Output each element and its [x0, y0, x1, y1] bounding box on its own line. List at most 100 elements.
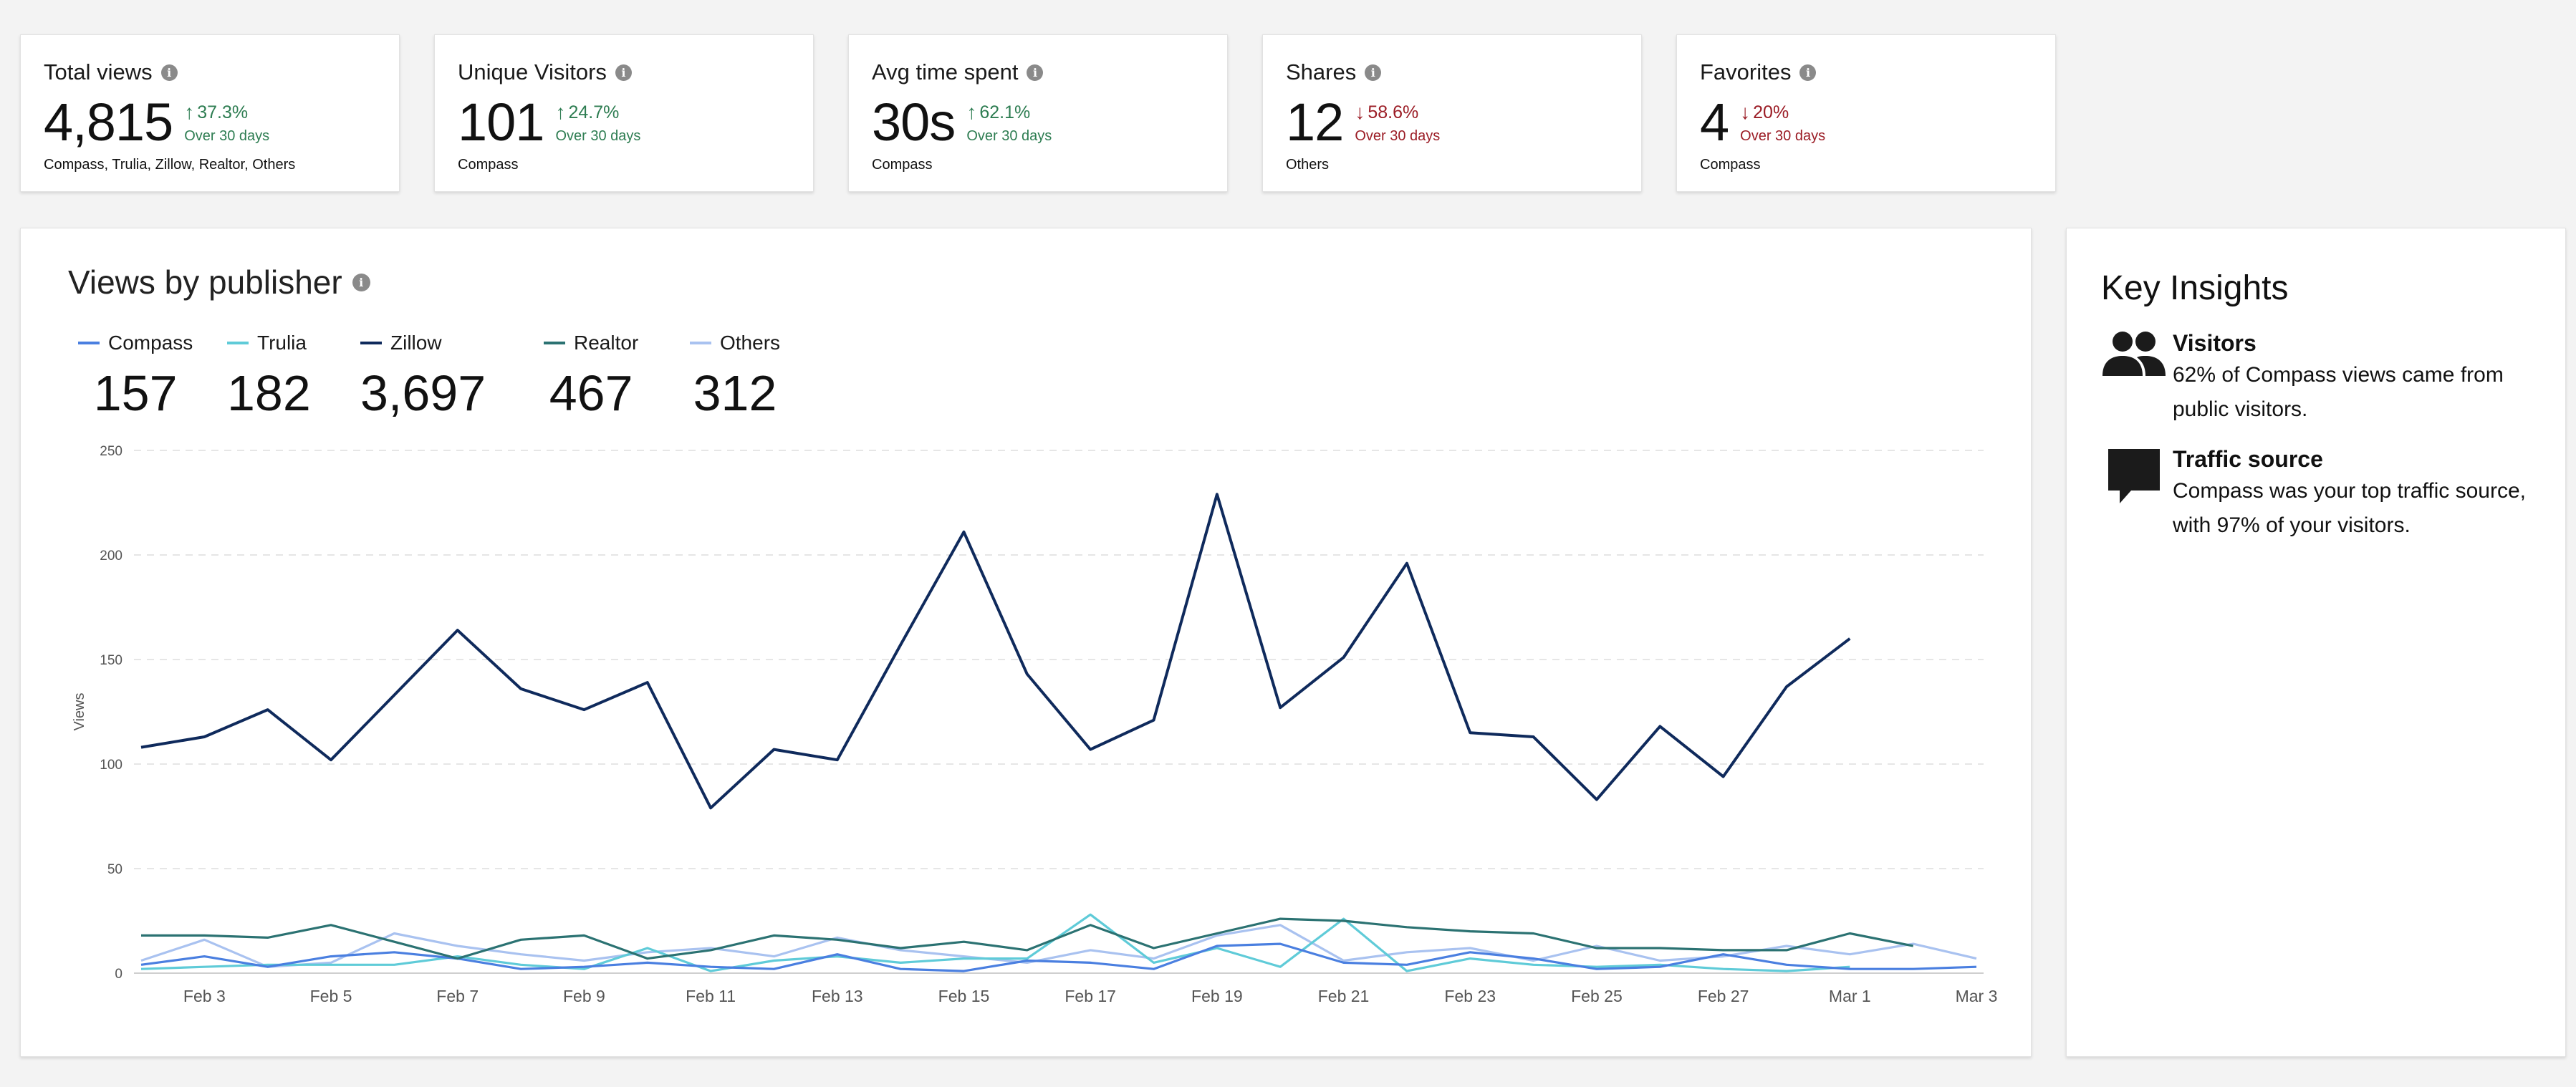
legend-total: 182: [227, 365, 311, 421]
stat-title: Unique Visitors: [458, 59, 607, 84]
speech-bubble-icon: [2108, 449, 2160, 503]
legend-head: Compass: [78, 332, 193, 354]
stat-delta: ↑ 62.1%: [966, 101, 1052, 124]
legend-swatch: [360, 342, 382, 344]
arrow-up-icon: ↑: [966, 101, 977, 123]
stat-period: Over 30 days: [1740, 128, 1826, 144]
info-icon[interactable]: i: [1799, 64, 1817, 81]
stat-value: 4,815: [44, 92, 173, 152]
legend-swatch: [227, 342, 249, 344]
stat-title: Favorites: [1700, 59, 1792, 84]
x-tick-label: Feb 23: [1444, 987, 1496, 1005]
insight-heading: Visitors: [2173, 330, 2257, 356]
stat-card-favorites: Favorites i 4 ↓ 20% Over 30 days Compass: [1676, 34, 2056, 192]
stat-title: Total views: [44, 59, 153, 84]
legend-item-trulia[interactable]: Trulia 182: [227, 332, 311, 422]
insight-traffic-source: Traffic source Compass was your top traf…: [2101, 446, 2545, 543]
info-icon[interactable]: i: [615, 64, 632, 81]
legend-item-realtor[interactable]: Realtor 467: [544, 332, 638, 422]
y-tick-label: 200: [100, 549, 122, 564]
chart-title-row: Views by publisher i: [68, 263, 370, 301]
legend-item-zillow[interactable]: Zillow 3,697: [360, 332, 486, 422]
stat-title-row: Avg time spent i: [872, 59, 1204, 85]
x-tick-label: Feb 13: [812, 987, 863, 1005]
stat-sources: Compass: [1700, 157, 1761, 173]
line-chart: 0 50 100 150 200 250 Views Feb 3 Feb 5 Feb 7 Feb 9…: [72, 444, 1998, 1005]
stat-row: 4 ↓ 20% Over 30 days: [1700, 94, 2032, 153]
arrow-up-icon: ↑: [555, 101, 566, 123]
stat-period: Over 30 days: [184, 128, 270, 144]
legend-total: 157: [93, 365, 178, 421]
legend-total: 3,697: [360, 365, 486, 421]
stat-change: ↑ 62.1% Over 30 days: [966, 101, 1052, 145]
stat-row: 4,815 ↑ 37.3% Over 30 days: [44, 94, 376, 153]
stat-row: 30s ↑ 62.1% Over 30 days: [872, 94, 1204, 153]
stat-value: 4: [1700, 92, 1729, 152]
x-tick-label: Feb 17: [1064, 987, 1116, 1005]
insight-body: Compass was your top traffic source, wit…: [2173, 479, 2526, 537]
series-line-zillow: [140, 493, 1851, 810]
chart-title: Views by publisher: [68, 264, 342, 301]
stat-delta-value: 58.6%: [1368, 102, 1419, 122]
stat-row: 101 ↑ 24.7% Over 30 days: [458, 94, 790, 153]
stat-row: 12 ↓ 58.6% Over 30 days: [1286, 94, 1618, 153]
views-by-publisher-card: Views by publisher i Compass 157 Trulia …: [20, 228, 2032, 1057]
stat-sources: Compass, Trulia, Zillow, Realtor, Others: [44, 157, 296, 173]
legend-label: Others: [720, 332, 781, 354]
stat-title-row: Favorites i: [1700, 59, 2032, 85]
stat-change: ↑ 24.7% Over 30 days: [555, 101, 640, 145]
legend-label: Zillow: [390, 332, 442, 354]
x-tick-label: Feb 3: [183, 987, 226, 1005]
legend-swatch: [690, 342, 711, 344]
legend-head: Zillow: [360, 332, 486, 354]
legend-label: Compass: [108, 332, 193, 354]
y-tick-label: 50: [107, 862, 122, 877]
insight-text: Traffic source Compass was your top traf…: [2173, 446, 2545, 543]
insight-text: Visitors 62% of Compass views came from …: [2173, 330, 2545, 427]
stat-period: Over 30 days: [1355, 128, 1441, 144]
stat-sources: Others: [1286, 157, 1330, 173]
y-tick-label: 0: [115, 967, 122, 982]
stat-value: 12: [1286, 92, 1344, 152]
y-tick-label: 250: [100, 444, 122, 459]
stat-delta-value: 20%: [1753, 102, 1789, 122]
legend-head: Trulia: [227, 332, 311, 354]
stat-title-row: Unique Visitors i: [458, 59, 790, 85]
x-tick-label: Feb 25: [1571, 987, 1623, 1005]
series-line-realtor: [141, 917, 1914, 960]
series-line-others: [140, 924, 1977, 968]
legend-item-others[interactable]: Others 312: [690, 332, 780, 422]
info-icon[interactable]: i: [160, 64, 178, 81]
legend-label: Trulia: [257, 332, 307, 354]
legend-item-compass[interactable]: Compass 157: [78, 332, 193, 422]
x-tick-label: Mar 3: [1956, 987, 1998, 1005]
people-icon: [2102, 332, 2166, 376]
stat-delta: ↑ 37.3%: [184, 101, 269, 124]
legend-label: Realtor: [574, 332, 639, 354]
legend-head: Realtor: [544, 332, 638, 354]
stat-delta: ↑ 24.7%: [555, 101, 640, 124]
stat-delta-value: 62.1%: [979, 102, 1031, 122]
stat-card-total-views: Total views i 4,815 ↑ 37.3% Over 30 days …: [20, 34, 400, 192]
insight-heading: Traffic source: [2173, 446, 2323, 472]
insight-body: 62% of Compass views came from public vi…: [2173, 363, 2504, 421]
stat-title-row: Shares i: [1286, 59, 1618, 85]
y-tick-label: 100: [100, 758, 122, 773]
info-icon[interactable]: i: [1365, 64, 1382, 81]
stat-sources: Compass: [872, 157, 933, 173]
y-tick-label: 150: [100, 653, 122, 668]
x-tick-label: Feb 7: [436, 987, 479, 1005]
stat-value: 101: [458, 92, 544, 152]
stat-period: Over 30 days: [966, 128, 1052, 144]
legend-swatch: [544, 342, 565, 344]
info-icon[interactable]: i: [352, 273, 370, 291]
insight-icon-wrap: [2101, 446, 2173, 543]
stat-change: ↓ 20% Over 30 days: [1740, 101, 1825, 145]
insight-visitors: Visitors 62% of Compass views came from …: [2101, 330, 2545, 427]
legend-total: 467: [549, 365, 633, 421]
stat-change: ↑ 37.3% Over 30 days: [184, 101, 269, 145]
info-icon[interactable]: i: [1027, 64, 1044, 81]
stat-delta: ↓ 20%: [1740, 101, 1825, 124]
x-tick-label: Feb 21: [1318, 987, 1370, 1005]
stat-delta: ↓ 58.6%: [1355, 101, 1440, 124]
